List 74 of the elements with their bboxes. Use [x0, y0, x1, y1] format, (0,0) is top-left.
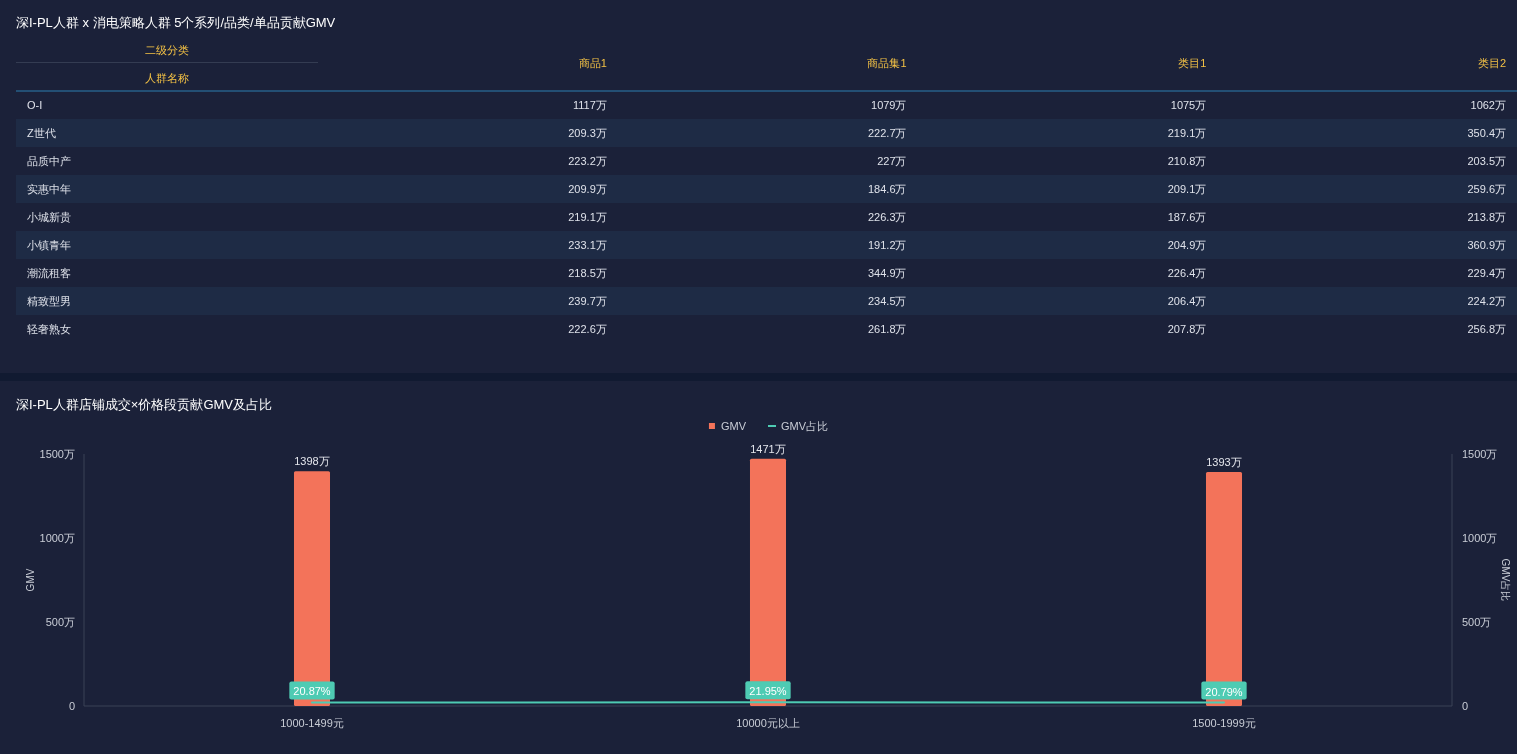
- data-label: 20.79%: [1205, 685, 1243, 698]
- x-tick-label: 1500-1999元: [1192, 717, 1256, 729]
- text: 1075万: [1170, 99, 1207, 111]
- y2-tick-label: 1000万: [1462, 532, 1498, 544]
- text: 227万: [877, 155, 907, 167]
- category-label: O-I: [27, 99, 43, 111]
- text: 226.3万: [867, 211, 907, 223]
- text: 深I-PL人群 x 消电策略人群 5个系列/品类/单品贡献GMV: [16, 15, 336, 30]
- text: 229.4万: [1467, 267, 1506, 279]
- text: 209.9万: [568, 183, 607, 195]
- category-label: 潮流租客: [27, 267, 71, 279]
- y-axis-title: GMV: [25, 568, 36, 592]
- category-label: 小城新贵: [27, 211, 71, 223]
- text: 259.6万: [1467, 183, 1506, 195]
- y-tick-label: 1500万: [39, 448, 75, 460]
- category-label: 类目1: [1178, 57, 1207, 69]
- y2-axis-title: GMV占比: [1500, 558, 1511, 602]
- y2-tick-label: 1500万: [1462, 448, 1498, 460]
- category-label: 商品集1: [867, 57, 907, 69]
- category-label: 品质中产: [27, 155, 71, 167]
- category-label: 轻奢熟女: [27, 323, 71, 335]
- text: 187.6万: [1167, 211, 1207, 223]
- text: 209.1万: [1167, 183, 1207, 195]
- text: 203.5万: [1467, 155, 1506, 167]
- data-label: 1393万: [1206, 455, 1242, 468]
- text: 219.1万: [568, 211, 607, 223]
- text: 206.4万: [1167, 295, 1207, 307]
- legend-label: GMV占比: [781, 420, 829, 432]
- text: 256.8万: [1467, 323, 1506, 335]
- text: 210.8万: [1167, 155, 1207, 167]
- text: 213.8万: [1467, 211, 1506, 223]
- data-label: 1471万: [750, 442, 786, 455]
- text: 222.6万: [568, 323, 607, 335]
- category-label: 精致型男: [27, 295, 71, 307]
- category-label: 商品1: [578, 57, 607, 69]
- text: 209.3万: [568, 127, 607, 139]
- text: 350.4万: [1467, 127, 1506, 139]
- category-label: Z世代: [27, 127, 56, 139]
- text: 204.9万: [1167, 239, 1207, 251]
- x-tick-label: 1000-1499元: [280, 717, 344, 729]
- text: 218.5万: [568, 267, 607, 279]
- text: 219.1万: [1167, 127, 1207, 139]
- text: 184.6万: [867, 183, 907, 195]
- category-label: 实惠中年: [27, 183, 71, 195]
- text: 1117万: [572, 99, 607, 111]
- y-tick-label: 0: [68, 700, 75, 712]
- text: 1079万: [871, 99, 907, 111]
- text: 207.8万: [1167, 323, 1207, 335]
- data-label: 20.87%: [293, 685, 331, 698]
- x-tick-label: 10000元以上: [736, 717, 800, 729]
- text: 二级分类: [145, 44, 189, 56]
- text: 261.8万: [867, 323, 907, 335]
- y-tick-label: 500万: [45, 616, 75, 628]
- data-label: 21.95%: [749, 685, 787, 698]
- text: 191.2万: [867, 239, 907, 251]
- y2-tick-label: 0: [1462, 700, 1469, 712]
- text: 1062万: [1470, 99, 1506, 111]
- text: 233.1万: [568, 239, 607, 251]
- category-label: 类目2: [1477, 57, 1506, 69]
- text: 344.9万: [867, 267, 907, 279]
- legend-label: GMV: [720, 420, 747, 432]
- data-label: 1398万: [294, 455, 330, 468]
- text: 360.9万: [1467, 239, 1506, 251]
- chart-title: 深I-PL人群店铺成交×价格段贡献GMV及占比: [16, 397, 273, 412]
- text: 223.2万: [568, 155, 607, 167]
- text: 226.4万: [1167, 267, 1207, 279]
- text: 222.7万: [867, 127, 907, 139]
- y2-tick-label: 500万: [1462, 616, 1492, 628]
- category-label: 小镇青年: [27, 239, 71, 251]
- text: 234.5万: [867, 295, 907, 307]
- text: 224.2万: [1467, 295, 1506, 307]
- text: 239.7万: [568, 295, 607, 307]
- y-tick-label: 1000万: [39, 532, 75, 544]
- text: 人群名称: [145, 72, 189, 84]
